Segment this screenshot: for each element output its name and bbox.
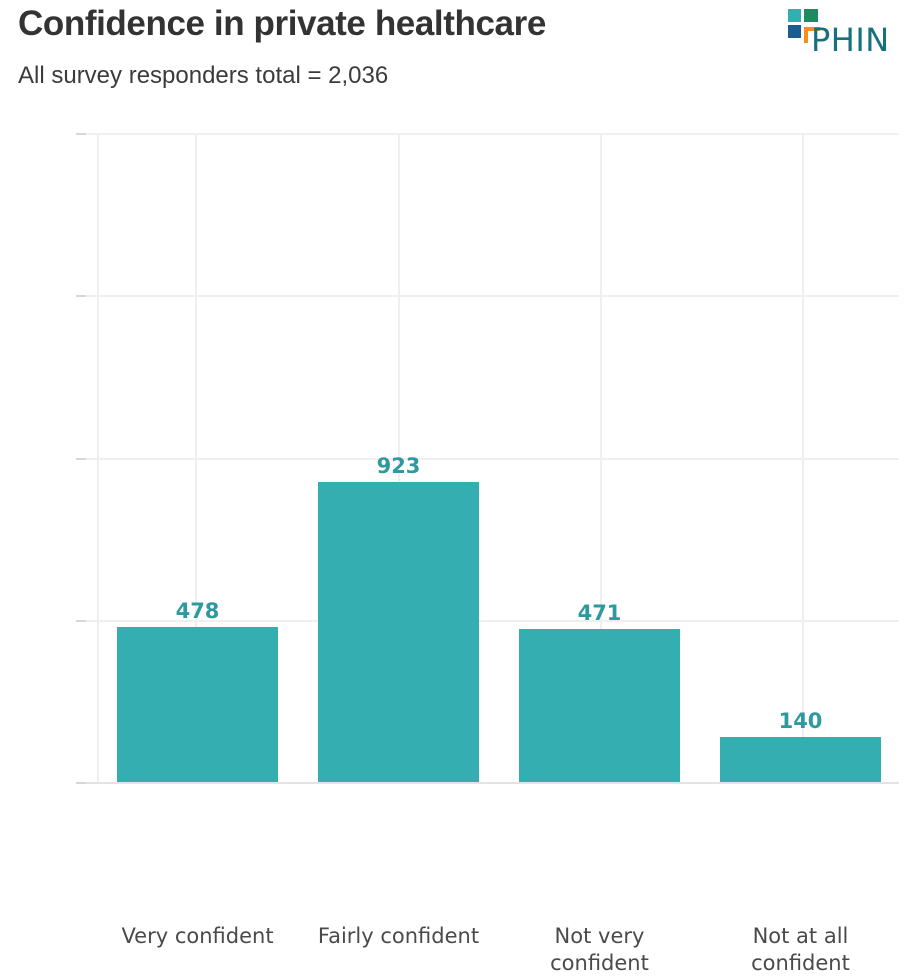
gridline-y-1500 bbox=[86, 295, 899, 297]
xtick-label-not-very-confident: Not very confident bbox=[550, 924, 649, 975]
page-title: Confidence in private healthcare bbox=[18, 4, 546, 43]
chart-header: Confidence in private healthcare All sur… bbox=[0, 0, 918, 112]
bar-very-confident[interactable] bbox=[117, 627, 278, 782]
gridline-x-4 bbox=[802, 133, 804, 783]
phin-logo-mark bbox=[788, 9, 820, 43]
bar-value-label-very-confident: 478 bbox=[175, 599, 220, 623]
bar-value-label-not-very-confident: 471 bbox=[577, 601, 622, 625]
gridline-y-1000 bbox=[86, 458, 899, 460]
bar-not-very-confident[interactable] bbox=[519, 629, 680, 782]
ytick-mark-1000 bbox=[76, 458, 86, 460]
gridline-x-2 bbox=[398, 133, 400, 783]
xtick-label-fairly-confident: Fairly confident bbox=[317, 924, 480, 948]
gridline-x-3 bbox=[600, 133, 602, 783]
bar-chart-plot-area: 2,000 1,500 1,000 500 0 478 923 471 140 … bbox=[76, 133, 899, 975]
ytick-mark-2000 bbox=[76, 133, 86, 135]
gridline-x-0 bbox=[97, 133, 99, 783]
gridline-y-500 bbox=[86, 620, 899, 622]
xtick-label-not-at-all-confident: Not at all confident bbox=[751, 924, 850, 975]
ytick-mark-500 bbox=[76, 620, 86, 622]
gridline-x-1 bbox=[195, 133, 197, 783]
ytick-mark-1500 bbox=[76, 295, 86, 297]
bar-value-label-not-at-all-confident: 140 bbox=[778, 709, 823, 733]
gridline-y-2000 bbox=[86, 133, 899, 135]
ytick-mark-0 bbox=[76, 782, 86, 784]
bar-fairly-confident[interactable] bbox=[318, 482, 479, 782]
phin-wordmark: PHIN bbox=[811, 21, 890, 59]
phin-logo: PHIN bbox=[785, 6, 905, 58]
x-axis-baseline bbox=[86, 782, 899, 784]
chart-subtitle: All survey responders total = 2,036 bbox=[18, 62, 389, 89]
bar-not-at-all-confident[interactable] bbox=[720, 737, 881, 782]
bar-value-label-fairly-confident: 923 bbox=[376, 454, 421, 478]
